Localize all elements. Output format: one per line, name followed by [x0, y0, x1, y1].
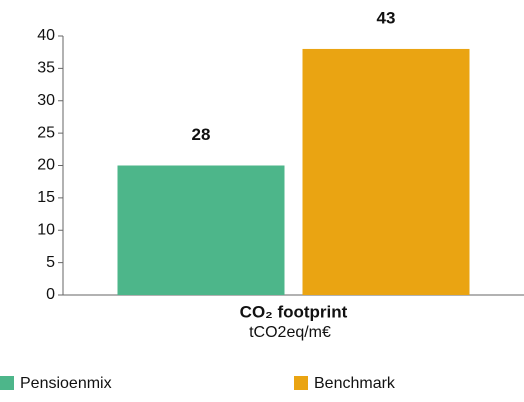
- annotation: 28: [192, 125, 211, 144]
- x-axis-label: tCO2eq/m€: [249, 324, 331, 341]
- bar: [302, 48, 470, 296]
- annotation: 43: [377, 8, 396, 27]
- y-tick-label: 30: [37, 92, 55, 109]
- legend-label: Benchmark: [314, 375, 396, 392]
- y-tick-label: 15: [37, 189, 55, 206]
- y-tick-label: 10: [37, 221, 55, 238]
- y-tick-label: 40: [37, 27, 55, 44]
- y-tick-label: 5: [46, 254, 55, 271]
- legend-label: Pensioenmix: [20, 375, 112, 392]
- y-tick-label: 25: [37, 124, 55, 141]
- y-tick-label: 20: [37, 157, 55, 174]
- legend-swatch: [294, 376, 308, 390]
- y-tick-label: 0: [46, 286, 55, 303]
- x-tick-label: CO₂ footprint: [240, 302, 348, 321]
- bar: [117, 165, 285, 295]
- legend-swatch: [0, 376, 14, 390]
- y-tick-label: 35: [37, 60, 55, 77]
